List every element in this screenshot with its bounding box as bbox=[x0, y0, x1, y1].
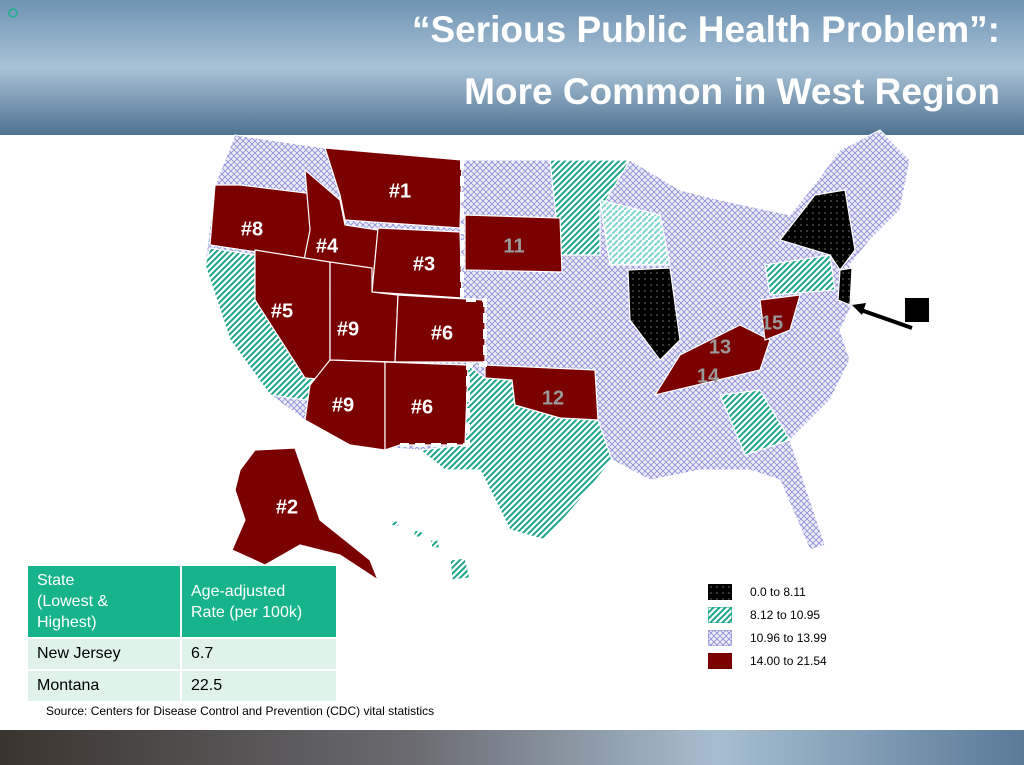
map-label: #9 bbox=[337, 318, 359, 340]
cell: 6.7 bbox=[181, 637, 338, 670]
arrow-head bbox=[852, 303, 866, 315]
header-text: Age-adjusted bbox=[191, 582, 286, 600]
region bbox=[764, 254, 836, 296]
map-label: 11 bbox=[503, 235, 524, 257]
rate-table: State (Lowest & Highest) Age-adjusted Rate… bbox=[28, 566, 338, 701]
region bbox=[653, 324, 771, 396]
map-label: #2 bbox=[276, 496, 298, 518]
legend-swatch bbox=[708, 629, 732, 646]
header-text: State bbox=[37, 572, 75, 589]
region bbox=[429, 539, 441, 549]
region bbox=[719, 389, 791, 456]
map-label: #3 bbox=[413, 253, 435, 275]
source: Source: Centers for Disease Control and … bbox=[46, 704, 435, 718]
map-label: 14 bbox=[697, 365, 720, 387]
legend-label: 8.12 to 10.95 bbox=[750, 607, 821, 622]
region bbox=[231, 447, 380, 582]
swatch-fill bbox=[708, 583, 732, 600]
region bbox=[324, 147, 463, 229]
map-label: #9 bbox=[332, 394, 354, 416]
legend-swatch bbox=[708, 652, 732, 669]
swatch-fill bbox=[708, 629, 732, 646]
region bbox=[627, 267, 681, 361]
legend-item: 8.12 to 10.95 bbox=[708, 603, 827, 626]
map-label: #6 bbox=[431, 322, 453, 344]
cell: 22.5 bbox=[181, 669, 338, 701]
region bbox=[412, 529, 424, 539]
map-label: 12 bbox=[542, 387, 564, 409]
legend-swatch bbox=[708, 606, 732, 623]
header-cell: Age-adjusted Rate (per 100k) bbox=[181, 566, 338, 638]
region bbox=[759, 294, 801, 341]
header-text: (Lowest & Highest) bbox=[37, 593, 109, 631]
banner bbox=[0, 0, 1024, 135]
region bbox=[599, 199, 671, 266]
map-label: #4 bbox=[316, 235, 339, 257]
legend-label: 14.00 to 21.54 bbox=[750, 653, 827, 668]
map-label: 13 bbox=[709, 336, 731, 358]
swatch-fill bbox=[708, 606, 732, 623]
map-label: #8 bbox=[241, 218, 263, 240]
map-label: #6 bbox=[411, 396, 433, 418]
region bbox=[464, 214, 563, 273]
header-cell: State (Lowest & Highest) bbox=[28, 566, 182, 638]
arrow bbox=[857, 307, 913, 330]
region bbox=[449, 557, 471, 581]
title-line: “Serious Public Health Problem”: bbox=[412, 9, 1000, 50]
region bbox=[484, 364, 599, 421]
header-text: Rate (per 100k) bbox=[191, 603, 303, 621]
region bbox=[837, 267, 853, 306]
legend: 0.0 to 8.11 8.12 to 10.95 10.96 to 13.99 14… bbox=[708, 580, 827, 672]
legend-item: 10.96 to 13.99 bbox=[708, 626, 827, 649]
footer-band bbox=[0, 730, 1024, 765]
map-label: #5 bbox=[271, 300, 293, 322]
legend-item: 14.00 to 21.54 bbox=[708, 649, 827, 672]
region-border bbox=[400, 160, 487, 447]
title-line: More Common in West Region bbox=[464, 71, 1000, 112]
map-label: #1 bbox=[389, 180, 411, 202]
swatch-fill bbox=[708, 652, 732, 669]
legend-label: 0.0 to 8.11 bbox=[750, 584, 806, 599]
cell: Montana bbox=[28, 669, 182, 701]
marker-box bbox=[905, 298, 929, 322]
region bbox=[389, 519, 401, 528]
legend-item: 0.0 to 8.11 bbox=[708, 580, 827, 603]
map-label: 15 bbox=[761, 312, 783, 334]
cell: New Jersey bbox=[28, 637, 182, 670]
legend-label: 10.96 to 13.99 bbox=[750, 630, 827, 645]
legend-swatch bbox=[708, 583, 732, 600]
bullet bbox=[8, 8, 18, 18]
